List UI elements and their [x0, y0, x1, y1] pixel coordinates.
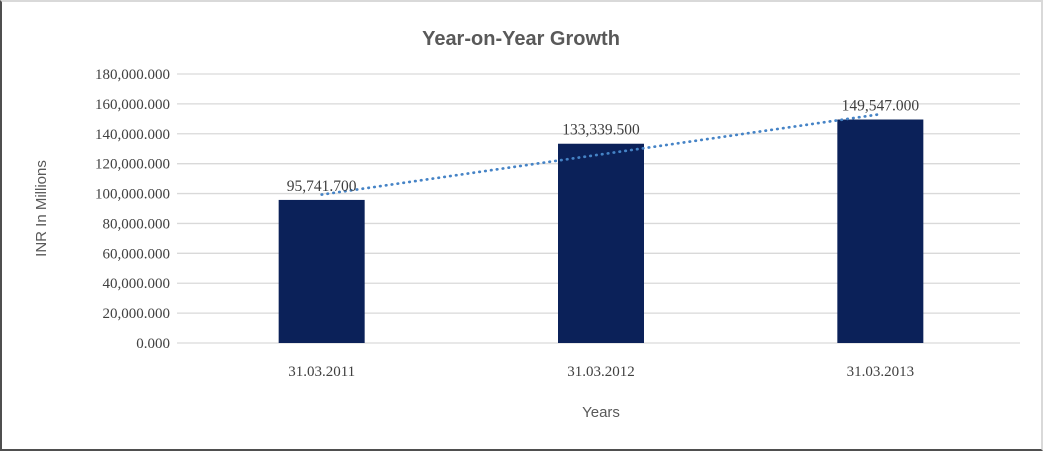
bar: [837, 119, 924, 343]
y-tick-label: 120,000.000: [95, 157, 170, 173]
y-tick-label: 140,000.000: [95, 127, 170, 143]
y-tick-label: 0.000: [136, 336, 170, 352]
y-tick-label: 100,000.000: [95, 187, 170, 203]
chart-title: Year-on-Year Growth: [422, 28, 620, 50]
bar-labels-group: 95,741.700 133,339.500 149,547.000: [287, 98, 920, 195]
bar-value-label: 95,741.700: [287, 178, 357, 195]
x-axis-tick-labels: 31.03.2011 31.03.2012 31.03.2013: [288, 364, 914, 380]
trendline-group: [320, 112, 882, 196]
bar: [278, 199, 365, 343]
y-tick-label: 20,000.000: [103, 306, 171, 322]
y-tick-label: 180,000.000: [95, 67, 170, 83]
y-tick-label: 40,000.000: [103, 276, 171, 292]
bar-value-label: 149,547.000: [842, 98, 920, 115]
x-tick-label: 31.03.2011: [288, 364, 355, 380]
y-tick-label: 160,000.000: [95, 97, 170, 113]
x-tick-label: 31.03.2013: [847, 364, 915, 380]
trendline: [320, 112, 882, 196]
bar-value-label: 133,339.500: [562, 122, 640, 139]
bar: [558, 143, 644, 343]
bars-group: [278, 119, 924, 343]
y-tick-label: 80,000.000: [103, 216, 171, 232]
y-axis-title: INR In Millions: [33, 160, 50, 257]
x-axis-title: Years: [582, 404, 620, 421]
x-tick-label: 31.03.2012: [567, 364, 635, 380]
y-tick-label: 60,000.000: [103, 246, 171, 262]
y-axis-tick-labels: 0.000 20,000.000 40,000.000 60,000.000 80,00…: [95, 67, 170, 352]
